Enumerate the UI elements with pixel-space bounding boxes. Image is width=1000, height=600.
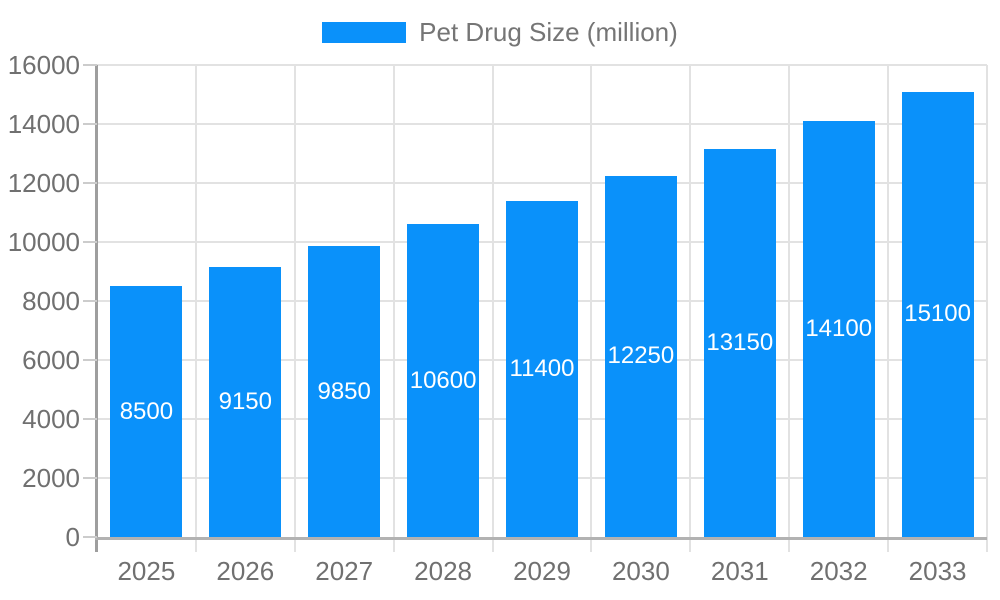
gridline-vertical bbox=[491, 65, 494, 552]
bar-2026[interactable]: 9150 bbox=[209, 267, 282, 537]
bar-2027[interactable]: 9850 bbox=[308, 246, 381, 537]
x-axis-tick-label: 2026 bbox=[216, 556, 275, 586]
x-axis-tick-label: 2027 bbox=[315, 556, 374, 586]
x-axis-tick-label: 2025 bbox=[117, 556, 176, 586]
plot-area: 8500 9150 9850 10600 11400 12250 13150 14100 151… bbox=[97, 64, 988, 552]
y-axis-tick-label: 6000 bbox=[22, 345, 80, 375]
bar-value-label: 14100 bbox=[805, 315, 873, 343]
x-axis-tick-label: 2029 bbox=[513, 556, 571, 586]
gridline-vertical bbox=[392, 65, 395, 552]
bar-value-label: 9150 bbox=[218, 388, 272, 416]
legend[interactable]: Pet Drug Size (million) bbox=[0, 16, 1000, 48]
y-axis-tick-label: 8000 bbox=[22, 286, 80, 316]
y-axis-tick-label: 14000 bbox=[7, 109, 80, 139]
y-axis-tick bbox=[83, 418, 97, 420]
bar-value-label: 10600 bbox=[409, 366, 477, 394]
y-axis-tick bbox=[83, 182, 97, 184]
plot-right-border bbox=[986, 65, 988, 552]
bar-2030[interactable]: 12250 bbox=[604, 175, 677, 537]
bar-2028[interactable]: 10600 bbox=[407, 224, 480, 537]
legend-swatch bbox=[322, 21, 407, 43]
bar-2031[interactable]: 13150 bbox=[703, 149, 776, 537]
bar-2025[interactable]: 8500 bbox=[110, 286, 183, 538]
x-axis-tick-label: 2030 bbox=[611, 556, 670, 586]
gridline-vertical bbox=[590, 65, 593, 552]
gridline-horizontal bbox=[97, 123, 987, 125]
y-axis-line bbox=[95, 65, 98, 552]
y-axis-tick bbox=[83, 64, 97, 66]
bar-value-label: 11400 bbox=[509, 354, 575, 382]
gridline-vertical bbox=[887, 65, 890, 552]
gridline-vertical bbox=[194, 65, 197, 552]
y-axis-tick bbox=[83, 241, 97, 243]
bar-2033[interactable]: 15100 bbox=[901, 91, 974, 537]
y-axis-tick-label: 0 bbox=[65, 522, 80, 552]
y-axis-tick bbox=[83, 477, 97, 479]
bar-2032[interactable]: 14100 bbox=[802, 121, 875, 537]
gridline-horizontal bbox=[97, 182, 987, 184]
x-axis-tick-label: 2028 bbox=[414, 556, 473, 586]
bar-value-label: 13150 bbox=[706, 329, 774, 357]
bar-value-label: 15100 bbox=[904, 300, 971, 328]
gridline-vertical bbox=[293, 65, 296, 552]
legend-label: Pet Drug Size (million) bbox=[419, 17, 678, 47]
y-axis-tick-label: 10000 bbox=[7, 227, 80, 257]
gridline-vertical bbox=[788, 65, 791, 552]
bar-value-label: 8500 bbox=[119, 397, 174, 425]
y-axis-tick-label: 12000 bbox=[7, 168, 80, 198]
y-axis-tick bbox=[83, 359, 97, 361]
gridline-vertical bbox=[689, 65, 692, 552]
x-axis-line bbox=[95, 537, 987, 540]
y-axis-tick bbox=[83, 123, 97, 125]
y-axis-tick bbox=[83, 536, 97, 538]
x-axis-tick-label: 2032 bbox=[809, 556, 868, 586]
y-axis-tick-label: 2000 bbox=[22, 463, 80, 493]
bar-value-label: 12250 bbox=[607, 342, 675, 370]
y-axis-tick bbox=[83, 300, 97, 302]
bar-value-label: 9850 bbox=[317, 377, 371, 405]
gridline-horizontal bbox=[97, 64, 987, 66]
y-axis-tick-label: 16000 bbox=[7, 50, 80, 80]
x-axis-tick-label: 2033 bbox=[908, 556, 967, 586]
y-axis-tick-label: 4000 bbox=[22, 404, 80, 434]
bar-2029[interactable]: 11400 bbox=[506, 200, 578, 537]
x-axis-tick-label: 2031 bbox=[710, 556, 769, 586]
